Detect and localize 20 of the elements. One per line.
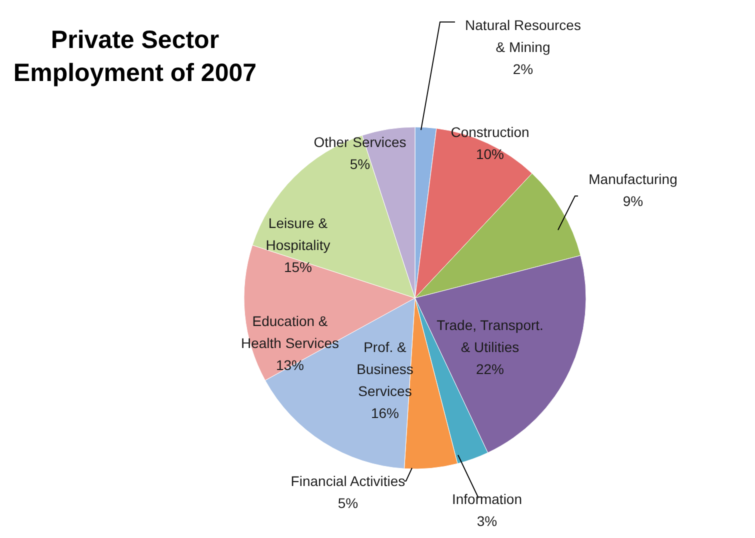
data-label: 13% — [276, 357, 304, 373]
slice-label: Education & Health Services — [240, 313, 340, 351]
data-label: 2% — [512, 61, 534, 77]
slice-label: Other Services — [314, 134, 406, 150]
data-label: 15% — [284, 259, 312, 275]
data-label: 9% — [622, 193, 644, 209]
slice-label: Information — [452, 491, 522, 507]
data-label: 5% — [338, 495, 358, 511]
slice-label: Construction — [450, 124, 530, 140]
slice-label: Natural Resources & Mining — [465, 17, 581, 55]
data-label: 22% — [476, 361, 504, 377]
slice-label: Trade, Transport. & Utilities — [436, 317, 544, 355]
data-label: 5% — [350, 156, 370, 172]
data-label: 3% — [476, 513, 498, 529]
slice-label: Leisure & Hospitality — [266, 215, 330, 253]
data-label: 16% — [370, 405, 400, 421]
data-label: 10% — [476, 146, 504, 162]
slice-label: Financial Activities — [290, 473, 406, 489]
slice-label: Manufacturing — [588, 171, 678, 187]
text: Private Sector Employment of 2007 — [13, 26, 257, 87]
